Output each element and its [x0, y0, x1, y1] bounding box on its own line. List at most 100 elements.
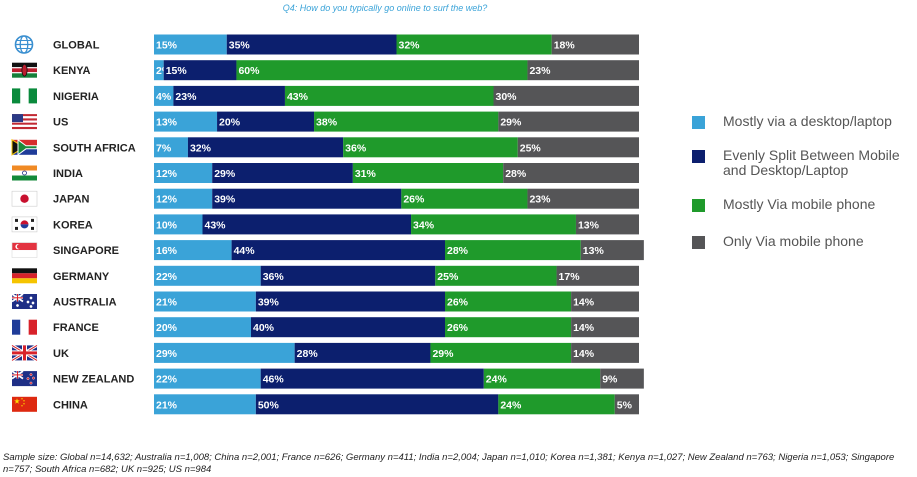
bar-segment-evenly-split — [163, 60, 237, 81]
value-label-desktop: 4% — [156, 91, 172, 103]
bar-segment-only-mobile — [498, 111, 639, 132]
category-label: GERMANY — [53, 271, 110, 283]
legend-swatch-evenly-split — [692, 150, 705, 163]
value-label-mostly-mobile: 25% — [437, 271, 459, 283]
bar-segment-evenly-split — [260, 265, 436, 286]
category-label: NIGERIA — [53, 91, 99, 103]
legend-swatch-desktop — [692, 116, 705, 129]
bar-segment-desktop — [154, 60, 164, 81]
category-label: GLOBAL — [53, 40, 100, 52]
value-label-only-mobile: 14% — [573, 348, 595, 360]
bar-segment-only-mobile — [571, 317, 639, 338]
bar-segment-desktop — [154, 163, 213, 183]
bar-segment-only-mobile — [527, 188, 639, 209]
bar-segment-evenly-split — [212, 163, 353, 183]
value-label-mostly-mobile: 26% — [403, 194, 425, 206]
value-label-mostly-mobile: 26% — [447, 322, 469, 334]
bar-segment-mostly-mobile — [401, 188, 528, 209]
value-label-evenly-split: 23% — [175, 91, 197, 103]
value-label-evenly-split: 39% — [258, 297, 280, 309]
value-label-desktop: 22% — [156, 271, 178, 283]
value-label-evenly-split: 28% — [297, 348, 319, 360]
value-label-mostly-mobile: 34% — [413, 219, 435, 231]
value-label-mostly-mobile: 43% — [287, 91, 309, 103]
bar-row-singapore: SINGAPORE 16% 44% 28% 13% — [11, 240, 644, 261]
bar-segment-desktop — [154, 317, 251, 338]
value-label-desktop: 20% — [156, 322, 178, 334]
value-label-only-mobile: 23% — [529, 65, 551, 77]
value-label-desktop: 15% — [156, 40, 178, 52]
bar-segment-mostly-mobile — [396, 34, 552, 55]
value-label-only-mobile: 29% — [500, 117, 522, 129]
value-label-only-mobile: 28% — [505, 168, 527, 180]
value-label-desktop: 10% — [156, 219, 178, 231]
bar-segment-desktop — [154, 188, 213, 209]
bar-segment-mostly-mobile — [483, 368, 601, 389]
bar-row-new-zealand: NEW ZEALAND 22% 46% 24% 9% — [11, 368, 644, 389]
new-zealand-flag-icon — [11, 370, 37, 387]
legend-swatch-mostly-mobile — [692, 199, 705, 212]
bar-segment-mostly-mobile — [314, 111, 499, 132]
value-label-only-mobile: 9% — [602, 374, 618, 386]
value-label-desktop: 13% — [156, 117, 178, 129]
bar-row-us: US 13% 20% 38% 29% — [12, 111, 639, 132]
value-label-evenly-split: 46% — [263, 374, 285, 386]
category-label: KOREA — [53, 219, 93, 231]
value-label-desktop: 22% — [156, 374, 178, 386]
bar-segment-evenly-split — [217, 111, 315, 132]
bar-segment-desktop — [154, 394, 256, 415]
bar-row-korea: KOREA 10% 43% 34% 13% — [11, 214, 639, 235]
category-label: UK — [53, 348, 69, 360]
legend-item-only-mobile: Only Via mobile phone — [692, 234, 917, 249]
bar-row-japan: JAPAN 12% 39% 26% 23% — [11, 188, 639, 209]
bar-segment-mostly-mobile — [236, 60, 528, 81]
value-label-mostly-mobile: 36% — [345, 142, 367, 154]
value-label-evenly-split: 15% — [166, 65, 188, 77]
bar-segment-only-mobile — [614, 394, 639, 415]
chart-title: Q4: How do you typically go online to su… — [282, 3, 488, 13]
value-label-evenly-split: 20% — [219, 117, 241, 129]
bar-segment-evenly-split — [173, 85, 285, 106]
value-label-mostly-mobile: 28% — [447, 245, 469, 257]
legend-item-desktop: Mostly via a desktop/laptop — [692, 114, 917, 129]
nigeria-flag-icon — [12, 88, 37, 104]
bar-row-south-africa: SOUTH AFRICA 7% 32% 36% 25% — [11, 137, 639, 158]
value-label-mostly-mobile: 38% — [316, 117, 338, 129]
bar-segment-evenly-split — [294, 342, 431, 363]
bar-segment-desktop — [154, 265, 261, 286]
bar-segment-only-mobile — [527, 60, 639, 81]
bar-segment-evenly-split — [255, 291, 445, 312]
france-flag-icon — [12, 319, 37, 335]
value-label-only-mobile: 30% — [496, 91, 518, 103]
legend-label-desktop: Mostly via a desktop/laptop — [723, 113, 892, 129]
value-label-evenly-split: 36% — [263, 271, 285, 283]
bar-segment-only-mobile — [517, 137, 639, 158]
value-label-evenly-split: 32% — [190, 142, 212, 154]
bar-segment-mostly-mobile — [435, 265, 557, 286]
legend-swatch-only-mobile — [692, 236, 705, 249]
bar-segment-only-mobile — [571, 291, 639, 312]
value-label-evenly-split: 44% — [234, 245, 256, 257]
category-label: SINGAPORE — [53, 245, 119, 257]
bar-row-australia: AUSTRALIA 21% 39% 26% 14% — [11, 291, 639, 312]
value-label-only-mobile: 23% — [529, 194, 551, 206]
us-flag-icon — [12, 114, 37, 130]
category-label: FRANCE — [53, 322, 99, 334]
value-label-evenly-split: 43% — [205, 219, 227, 231]
bar-segment-only-mobile — [571, 342, 639, 363]
legend-item-mostly-mobile: Mostly Via mobile phone — [692, 197, 917, 212]
japan-flag-icon — [11, 190, 38, 207]
bar-segment-mostly-mobile — [411, 214, 576, 235]
bar-row-uk: UK 29% 28% 29% 14% — [11, 342, 639, 363]
bar-segment-mostly-mobile — [445, 317, 572, 338]
category-label: NEW ZEALAND — [53, 374, 134, 386]
bar-row-france: FRANCE 20% 40% 26% 14% — [12, 317, 639, 338]
value-label-desktop: 16% — [156, 245, 178, 257]
category-label: CHINA — [53, 399, 88, 411]
bar-row-china: CHINA 21% 50% 24% 5% — [12, 394, 639, 415]
korea-flag-icon — [11, 216, 38, 233]
value-label-mostly-mobile: 31% — [355, 168, 377, 180]
value-label-desktop: 29% — [156, 348, 178, 360]
bar-segment-only-mobile — [551, 34, 639, 55]
value-label-only-mobile: 14% — [573, 297, 595, 309]
